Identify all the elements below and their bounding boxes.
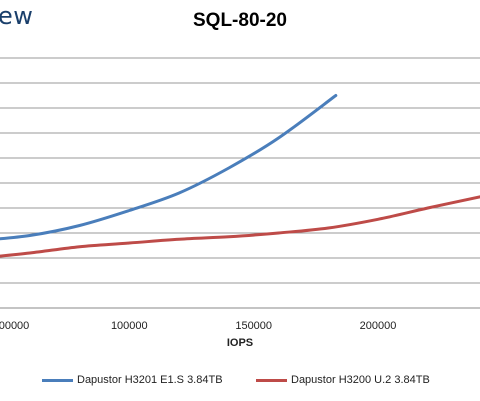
x-tick-label-partial: 00000 [0, 320, 29, 332]
x-tick-label: 150000 [235, 320, 272, 332]
series-line-h3201 [0, 94, 338, 241]
legend-label-h3201: Dapustor H3201 E1.S 3.84TB [77, 374, 223, 386]
x-tick-label: 200000 [360, 320, 397, 332]
x-tick-label: 100000 [111, 320, 148, 332]
x-tick-labels: 00000 100000 150000 200000 [0, 320, 396, 332]
x-axis-title: IOPS [226, 337, 254, 349]
legend-item-h3201: Dapustor H3201 E1.S 3.84TB [42, 374, 223, 386]
legend: Dapustor H3201 E1.S 3.84TB Dapustor H320… [0, 374, 480, 390]
logo-fragment: ew [0, 2, 34, 30]
series-lines [0, 94, 480, 258]
gridlines [0, 57, 480, 309]
series-line-h3200 [0, 195, 480, 258]
legend-item-h3200: Dapustor H3200 U.2 3.84TB [256, 374, 430, 386]
legend-swatch-h3201 [42, 378, 73, 382]
legend-label-h3200: Dapustor H3200 U.2 3.84TB [291, 374, 430, 386]
legend-swatch-h3200 [256, 378, 287, 382]
chart-title: SQL-80-20 [193, 10, 287, 31]
